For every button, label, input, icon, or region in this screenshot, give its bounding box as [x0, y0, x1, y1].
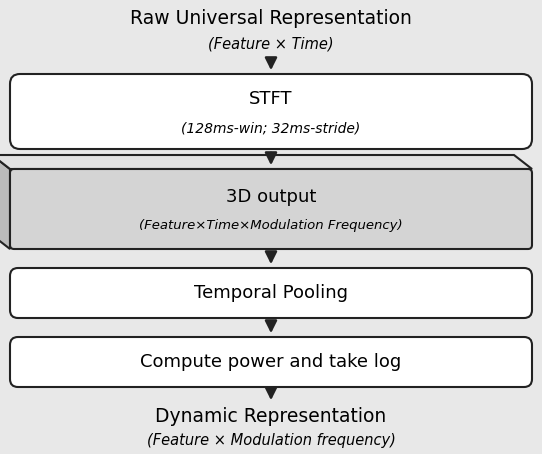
Polygon shape [0, 155, 532, 169]
FancyBboxPatch shape [10, 74, 532, 149]
Text: (Feature×Time×Modulation Frequency): (Feature×Time×Modulation Frequency) [139, 219, 403, 232]
Text: (Feature × Modulation frequency): (Feature × Modulation frequency) [146, 433, 396, 448]
Text: STFT: STFT [249, 90, 293, 108]
Text: 3D output: 3D output [226, 188, 316, 206]
FancyBboxPatch shape [10, 337, 532, 387]
Text: Dynamic Representation: Dynamic Representation [156, 406, 386, 425]
FancyBboxPatch shape [10, 169, 532, 249]
Text: (Feature × Time): (Feature × Time) [208, 36, 334, 51]
Text: Temporal Pooling: Temporal Pooling [194, 284, 348, 302]
Text: (128ms-win; 32ms-stride): (128ms-win; 32ms-stride) [182, 122, 360, 136]
Text: Compute power and take log: Compute power and take log [140, 353, 402, 371]
Text: Raw Universal Representation: Raw Universal Representation [130, 9, 412, 28]
FancyBboxPatch shape [10, 268, 532, 318]
Polygon shape [0, 155, 10, 249]
